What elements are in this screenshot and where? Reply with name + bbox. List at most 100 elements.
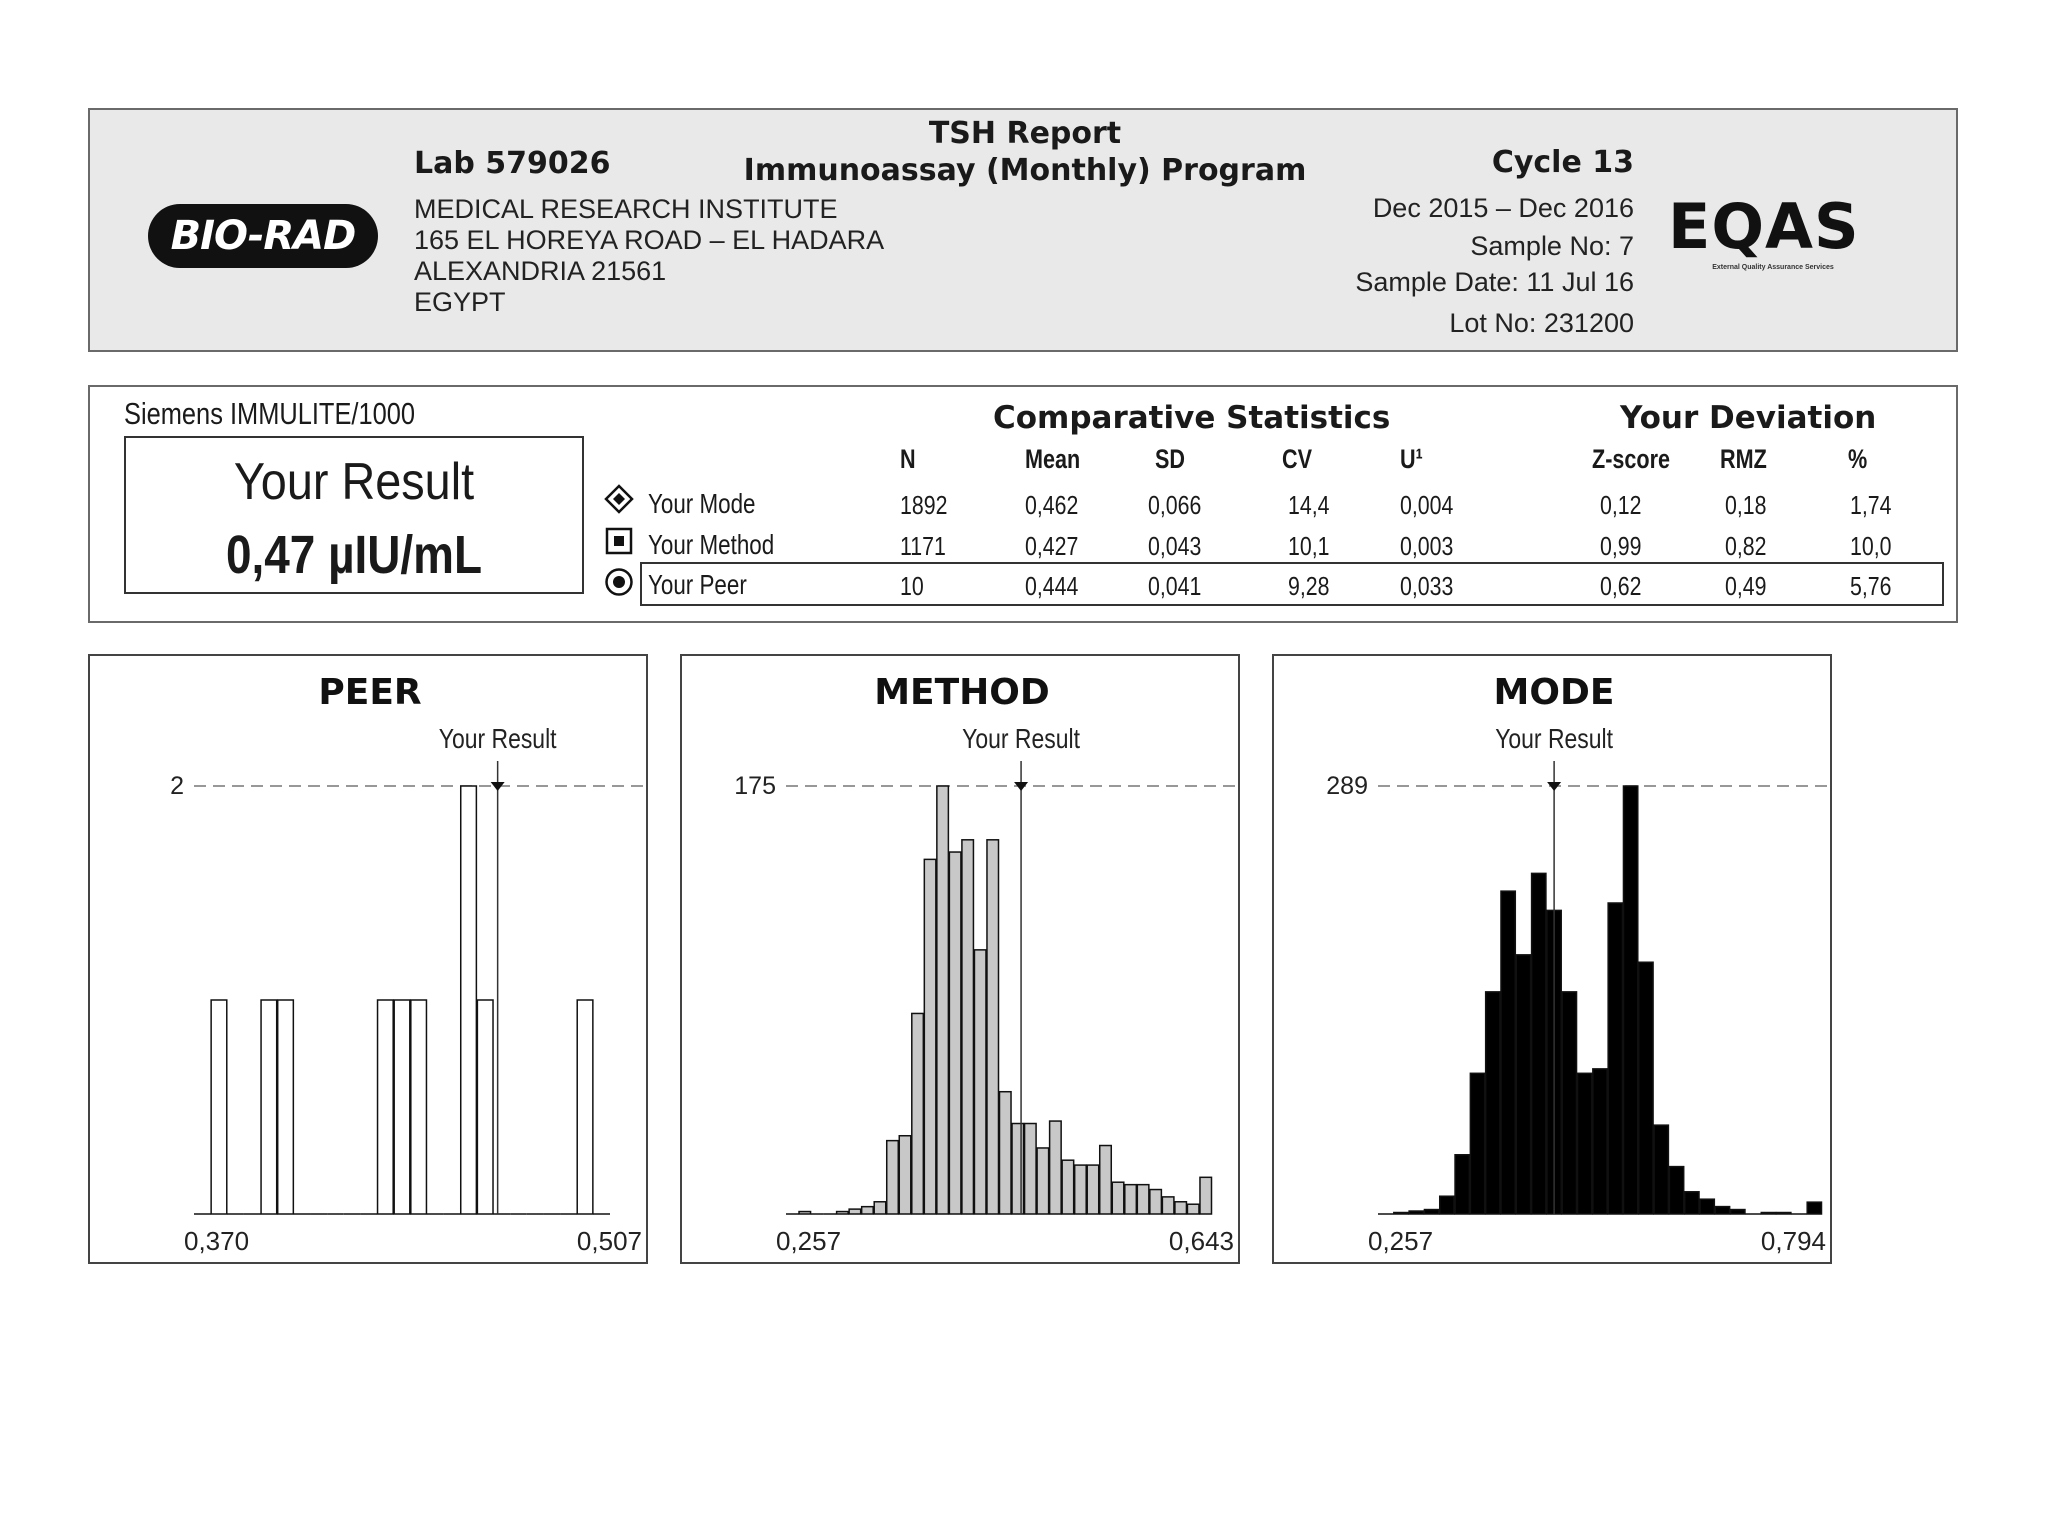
- histogram-bar: [848, 1208, 862, 1215]
- program-title: Immunoassay (Monthly) Program: [743, 153, 1307, 188]
- histogram-bar: [961, 839, 975, 1215]
- eqas-logo: EQAS: [1668, 190, 1860, 263]
- your-result-value: 0,47 µIU/mL: [225, 525, 483, 585]
- row-label-mode: Your Mode: [648, 488, 756, 519]
- histogram-bar: [1576, 1072, 1593, 1215]
- address-line-3: ALEXANDRIA 21561: [414, 256, 667, 286]
- histogram-bar: [973, 949, 987, 1215]
- histogram-bar: [898, 1134, 912, 1215]
- table-cell: 0,462: [1025, 490, 1079, 520]
- histogram-bar: [1592, 1068, 1608, 1215]
- histogram-bar: [911, 1012, 925, 1215]
- col-header-percent: %: [1848, 444, 1868, 474]
- histogram-bar: [459, 785, 478, 1215]
- address-line-1: MEDICAL RESEARCH INSTITUTE: [414, 194, 838, 224]
- table-cell: 0,49: [1725, 571, 1767, 601]
- your-deviation-title: Your Deviation: [1620, 400, 1877, 436]
- table-cell: 0,427: [1025, 531, 1079, 561]
- table-cell: 0,033: [1400, 571, 1454, 601]
- sample-number: Sample No: 7: [1470, 231, 1634, 261]
- circle-icon: [605, 568, 633, 596]
- table-cell: 5,76: [1850, 571, 1892, 601]
- y-max-label: 2: [170, 772, 184, 800]
- your-result-marker-arrow: [1014, 782, 1029, 791]
- row-label-peer: Your Peer: [648, 569, 747, 600]
- table-cell: 9,28: [1288, 571, 1330, 601]
- histogram-bar: [1668, 1165, 1685, 1215]
- col-header-u: U¹: [1400, 444, 1423, 474]
- histogram-bar: [1438, 1195, 1455, 1215]
- histogram-bar: [1500, 890, 1517, 1215]
- method-histogram: METHOD 175 Your Result 0,257 0,643: [734, 672, 1238, 1256]
- table-cell: 0,62: [1600, 571, 1642, 601]
- histogram-bar: [885, 1139, 900, 1215]
- table-cell: 0,043: [1148, 531, 1202, 561]
- histogram-bar: [1515, 954, 1532, 1215]
- x-max-label: 0,643: [1169, 1226, 1234, 1256]
- table-cell: 0,041: [1148, 571, 1202, 601]
- histogram-bar: [1806, 1201, 1823, 1215]
- histogram-bar: [1622, 785, 1639, 1215]
- table-cell: 10: [900, 571, 924, 601]
- your-result-label: Your Result: [233, 453, 475, 511]
- report-title: TSH Report: [928, 116, 1122, 151]
- table-cell: 0,82: [1725, 531, 1767, 561]
- histogram-bar: [1036, 1147, 1050, 1215]
- your-result-marker-label: Your Result: [962, 724, 1080, 755]
- histogram-bar: [1023, 1122, 1037, 1215]
- cycle: Cycle 13: [1491, 145, 1634, 180]
- statistics-panel: [88, 385, 1958, 623]
- table-cell: 1892: [900, 490, 948, 520]
- col-header-z-score: Z-score: [1592, 444, 1671, 474]
- x-max-label: 0,507: [577, 1226, 642, 1256]
- histogram-bar: [260, 999, 278, 1215]
- lot-number: Lot No: 231200: [1449, 308, 1634, 338]
- histogram-bar: [1199, 1176, 1213, 1215]
- histogram-bar: [998, 1090, 1012, 1215]
- histogram-bar: [210, 999, 228, 1215]
- histogram-bar: [1469, 1072, 1486, 1215]
- col-header-sd: SD: [1155, 444, 1186, 474]
- histogram-bar: [1653, 1124, 1670, 1215]
- mode-histogram-panel: MODE 289 Your Result 0,257 0,794: [1272, 654, 1832, 1264]
- chart-title: PEER: [318, 672, 421, 713]
- mode-histogram: MODE 289 Your Result 0,257 0,794: [1326, 672, 1830, 1256]
- histogram-bar: [1111, 1181, 1125, 1215]
- method-histogram-panel: METHOD 175 Your Result 0,257 0,643: [680, 654, 1240, 1264]
- x-min-label: 0,257: [776, 1226, 841, 1256]
- histogram-bar: [1174, 1201, 1188, 1215]
- histogram-bar: [1714, 1205, 1731, 1215]
- table-cell: 0,18: [1725, 490, 1767, 520]
- histogram-bar: [1011, 1122, 1025, 1215]
- x-max-label: 0,794: [1761, 1226, 1826, 1256]
- histogram-bar: [1423, 1208, 1440, 1215]
- histogram-bar: [376, 999, 394, 1215]
- table-cell: 0,444: [1025, 571, 1079, 601]
- histogram-bar: [1086, 1164, 1100, 1215]
- table-cell: 0,99: [1600, 531, 1642, 561]
- histogram-bar: [1561, 991, 1578, 1215]
- histogram-bar: [923, 858, 937, 1215]
- histogram-bar: [1607, 902, 1624, 1215]
- peer-histogram-panel: PEER 2 Your Result 0,370 0,507: [88, 654, 648, 1264]
- histogram-bar: [1699, 1198, 1716, 1215]
- histogram-bar: [1454, 1154, 1471, 1215]
- diamond-icon: [604, 484, 634, 514]
- your-result-marker-arrow: [490, 782, 505, 791]
- histogram-bar: [948, 851, 962, 1215]
- eqas-logo-subtitle: External Quality Assurance Services: [1712, 264, 1834, 271]
- histogram-bar: [410, 999, 428, 1215]
- histogram-bar: [1638, 961, 1654, 1215]
- col-header-n: N: [900, 444, 916, 474]
- chart-title: MODE: [1494, 672, 1615, 713]
- table-cell: 0,066: [1148, 490, 1202, 520]
- histogram-bar: [873, 1201, 887, 1215]
- histogram-bar: [1136, 1183, 1150, 1215]
- address-line-4: EGYPT: [414, 287, 506, 317]
- table-cell: 1,74: [1850, 490, 1892, 520]
- x-min-label: 0,257: [1368, 1226, 1433, 1256]
- table-cell: 10,1: [1288, 531, 1330, 561]
- histogram-bar: [1484, 991, 1501, 1215]
- y-max-label: 175: [734, 772, 776, 800]
- square-icon: [605, 527, 633, 555]
